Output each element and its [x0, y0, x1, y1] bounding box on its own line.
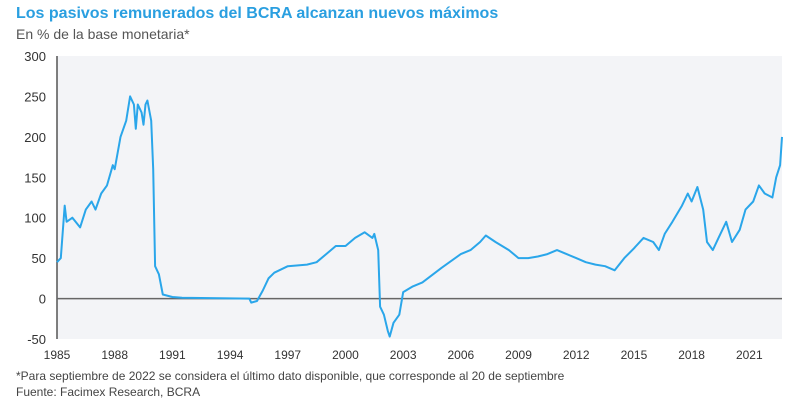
- x-tick-label: 1991: [159, 348, 186, 362]
- x-tick-label: 2003: [390, 348, 417, 362]
- y-tick-label: 250: [24, 89, 46, 104]
- x-tick-label: 2009: [505, 348, 532, 362]
- chart-subtitle: En % de la base monetaria*: [16, 26, 190, 42]
- x-tick-label: 2018: [678, 348, 705, 362]
- x-tick-label: 1994: [217, 348, 244, 362]
- source-note: Fuente: Facimex Research, BCRA: [16, 385, 201, 399]
- x-tick-label: 2006: [447, 348, 474, 362]
- y-tick-label: 0: [39, 292, 46, 307]
- x-tick-label: 1997: [274, 348, 301, 362]
- x-tick-label: 1988: [101, 348, 128, 362]
- y-tick-label: -50: [27, 332, 46, 347]
- y-tick-label: 50: [32, 251, 46, 266]
- x-tick-label: 2000: [332, 348, 359, 362]
- footnote: *Para septiembre de 2022 se considera el…: [16, 369, 565, 383]
- x-tick-label: 2015: [621, 348, 648, 362]
- y-tick-label: 150: [24, 170, 46, 185]
- x-tick-label: 2021: [736, 348, 763, 362]
- y-tick-label: 300: [24, 49, 46, 64]
- x-tick-label: 1985: [44, 348, 71, 362]
- plot-area: [57, 56, 782, 339]
- x-tick-label: 2012: [563, 348, 590, 362]
- y-tick-label: 200: [24, 130, 46, 145]
- series-line: [56, 95, 783, 338]
- chart-title: Los pasivos remunerados del BCRA alcanza…: [16, 5, 499, 22]
- y-tick-label: 100: [24, 211, 46, 226]
